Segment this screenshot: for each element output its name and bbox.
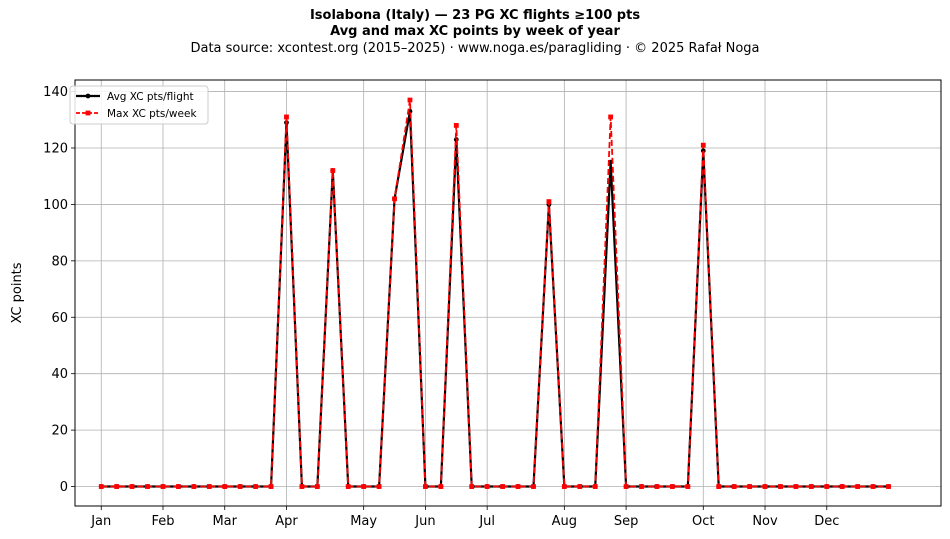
max-point <box>716 484 722 489</box>
y-tick-label: 140 <box>43 85 68 100</box>
x-tick-label: Feb <box>151 514 174 529</box>
max-point <box>114 484 120 489</box>
x-tick-label: Dec <box>814 514 839 529</box>
max-point <box>747 484 752 489</box>
max-point <box>191 484 197 489</box>
x-tick-label: Apr <box>275 514 298 529</box>
max-point <box>206 484 212 489</box>
max-point <box>886 484 891 489</box>
series-line-max <box>101 99 889 488</box>
y-tick-label: 40 <box>51 367 68 382</box>
max-point <box>531 484 536 489</box>
max-point <box>700 142 706 148</box>
max-point <box>870 484 876 489</box>
max-point <box>808 484 814 489</box>
max-point <box>392 196 397 202</box>
max-point <box>284 114 289 120</box>
chart-subtitle: Avg and max XC points by week of year <box>330 24 620 39</box>
max-point <box>608 114 614 120</box>
max-point <box>546 199 552 204</box>
max-point <box>145 484 150 489</box>
max-point <box>376 484 382 489</box>
max-point <box>299 484 305 489</box>
max-point <box>129 484 135 489</box>
max-point <box>98 484 104 489</box>
x-tick-label: Jan <box>90 514 111 529</box>
max-point <box>778 484 783 489</box>
y-tick-label: 100 <box>43 198 68 213</box>
y-axis-label: XC points <box>10 262 25 323</box>
max-point <box>345 484 351 489</box>
y-tick-label: 120 <box>43 141 68 156</box>
max-point <box>654 484 660 489</box>
max-point <box>268 484 274 489</box>
max-point <box>762 484 768 489</box>
x-tick-label: Aug <box>552 514 577 529</box>
max-point <box>484 484 490 489</box>
max-point <box>561 484 567 489</box>
max-point <box>670 484 675 489</box>
max-point <box>423 484 428 489</box>
legend-box <box>69 85 209 125</box>
max-point <box>469 484 475 489</box>
max-point <box>824 484 830 489</box>
max-point <box>592 484 598 489</box>
legend: Avg XC pts/flight Max XC pts/week <box>69 85 209 125</box>
max-point <box>438 484 444 489</box>
max-point <box>237 484 243 489</box>
max-point <box>623 484 629 489</box>
x-tick-label: May <box>350 514 377 529</box>
max-point <box>685 484 691 489</box>
max-point <box>500 484 505 489</box>
chart-source: Data source: xcontest.org (2015–2025) · … <box>190 41 760 56</box>
legend-marker <box>85 93 91 99</box>
x-tick-label: Mar <box>212 514 237 529</box>
max-point <box>314 484 320 489</box>
y-tick-label: 60 <box>51 311 68 326</box>
max-point <box>731 484 737 489</box>
x-tick-label: Jul <box>478 514 495 529</box>
x-tick-label: Nov <box>752 514 778 529</box>
max-point <box>176 484 181 489</box>
chart-titles: Isolabona (Italy) — 23 PG XC flights ≥10… <box>0 8 950 58</box>
legend-label: Avg XC pts/flight <box>107 91 194 103</box>
x-tick-label: Sep <box>614 514 639 529</box>
series-layer <box>98 97 891 489</box>
max-point <box>855 484 861 489</box>
max-point <box>361 484 367 489</box>
max-point <box>222 484 228 489</box>
legend-marker <box>85 110 91 116</box>
y-tick-label: 80 <box>51 254 68 269</box>
chart-title: Isolabona (Italy) — 23 PG XC flights ≥10… <box>309 8 641 23</box>
max-point <box>839 484 845 489</box>
ticks: Jan Feb Mar Apr May Jun Jul Aug Sep Oct Nov Dec 0 20 4… <box>43 85 839 529</box>
x-tick-label: Oct <box>692 514 714 529</box>
plot-frame <box>74 79 942 507</box>
max-point <box>577 484 583 489</box>
max-point <box>793 484 799 489</box>
max-point <box>515 484 521 489</box>
y-tick-label: 20 <box>51 424 68 439</box>
max-point <box>330 168 336 173</box>
max-point <box>407 97 413 103</box>
grid <box>75 80 941 506</box>
max-point <box>639 484 644 489</box>
legend-label: Max XC pts/week <box>107 108 197 120</box>
y-tick-label: 0 <box>60 480 68 495</box>
max-point <box>253 484 259 489</box>
max-point <box>160 484 166 489</box>
x-tick-label: Jun <box>414 514 435 529</box>
max-point <box>453 123 459 128</box>
